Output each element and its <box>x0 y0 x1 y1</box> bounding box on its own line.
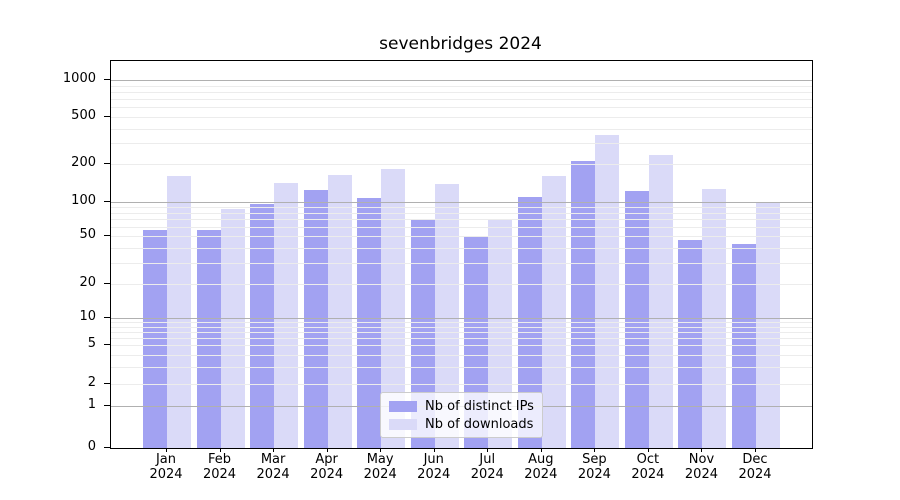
x-tick-mark <box>647 448 649 452</box>
x-tick-label: May 2024 <box>363 452 397 482</box>
y-tick-label: 500 <box>71 107 96 123</box>
x-tick-label: Nov 2024 <box>684 452 718 482</box>
y-tick-mark <box>104 163 111 165</box>
x-tick-mark <box>380 448 382 452</box>
plot-area <box>110 60 813 449</box>
bar-downloads <box>648 154 673 448</box>
x-tick-mark <box>273 448 275 452</box>
bar-distinct-ips <box>250 203 275 448</box>
legend-row: Nb of distinct IPs <box>389 399 534 414</box>
x-tick-mark <box>540 448 542 452</box>
chart-title: sevenbridges 2024 <box>379 34 542 54</box>
y-tick-label: 2 <box>87 375 96 391</box>
x-tick-mark <box>166 448 167 452</box>
y-tick-mark <box>104 200 111 202</box>
bar-distinct-ips <box>732 243 756 448</box>
legend-row: Nb of downloads <box>389 417 534 432</box>
x-tick-mark <box>487 448 489 452</box>
y-tick-mark <box>104 383 111 385</box>
x-tick-label: Mar 2024 <box>256 452 290 482</box>
y-tick-label: 10 <box>79 308 96 324</box>
bar-downloads <box>327 174 352 448</box>
bar-downloads <box>220 209 245 448</box>
x-tick-mark <box>326 448 328 452</box>
x-tick-label: Oct 2024 <box>631 452 665 482</box>
x-tick-label: Feb 2024 <box>202 452 237 482</box>
x-tick-label: Apr 2024 <box>310 452 344 482</box>
y-tick-label: 100 <box>71 192 96 208</box>
bar-distinct-ips <box>143 229 167 448</box>
y-tick-mark <box>104 283 111 285</box>
y-tick-mark <box>104 405 111 407</box>
bar-downloads <box>167 176 191 448</box>
y-tick-label: 1000 <box>62 71 96 86</box>
x-tick-label: Jul 2024 <box>470 452 504 482</box>
bar-distinct-ips <box>571 161 596 448</box>
bar-distinct-ips <box>624 190 649 448</box>
y-tick-label: 200 <box>71 155 96 171</box>
y-tick-mark <box>104 316 111 318</box>
y-tick-label: 5 <box>87 336 96 352</box>
y-tick-mark <box>104 115 111 117</box>
y-tick-mark <box>104 344 111 346</box>
legend-swatch-distinct-ips <box>389 400 417 412</box>
bar-distinct-ips <box>678 240 703 448</box>
bar-downloads <box>595 135 620 448</box>
bar-distinct-ips <box>303 189 328 448</box>
x-tick-label: Jun 2024 <box>417 452 451 482</box>
bars-layer <box>111 61 812 448</box>
legend-label: Nb of downloads <box>425 416 534 432</box>
y-tick-mark <box>104 235 111 236</box>
legend-swatch-downloads <box>389 418 417 430</box>
y-tick-mark <box>104 79 111 80</box>
x-tick-label: Jan 2024 <box>149 452 183 482</box>
x-tick-mark <box>701 448 703 452</box>
y-tick-label: 0 <box>87 439 96 454</box>
bar-downloads <box>702 188 727 448</box>
x-tick-mark <box>594 448 596 452</box>
x-tick-mark <box>755 448 756 452</box>
legend-label: Nb of distinct IPs <box>425 398 534 414</box>
bar-distinct-ips <box>357 198 382 448</box>
x-tick-label: Dec 2024 <box>738 452 772 482</box>
y-tick-label: 1 <box>87 397 96 413</box>
bar-downloads <box>756 201 780 448</box>
x-tick-label: Sep 2024 <box>577 452 611 482</box>
bar-downloads <box>541 176 566 448</box>
legend: Nb of distinct IPs Nb of downloads <box>380 392 543 438</box>
y-tick-label: 50 <box>79 227 96 242</box>
x-tick-mark <box>433 448 435 452</box>
bar-distinct-ips <box>196 229 221 448</box>
y-tick-mark <box>104 447 111 448</box>
bar-downloads <box>274 182 299 448</box>
y-tick-label: 20 <box>79 275 96 291</box>
x-tick-mark <box>219 448 221 452</box>
x-tick-label: Aug 2024 <box>524 452 558 482</box>
